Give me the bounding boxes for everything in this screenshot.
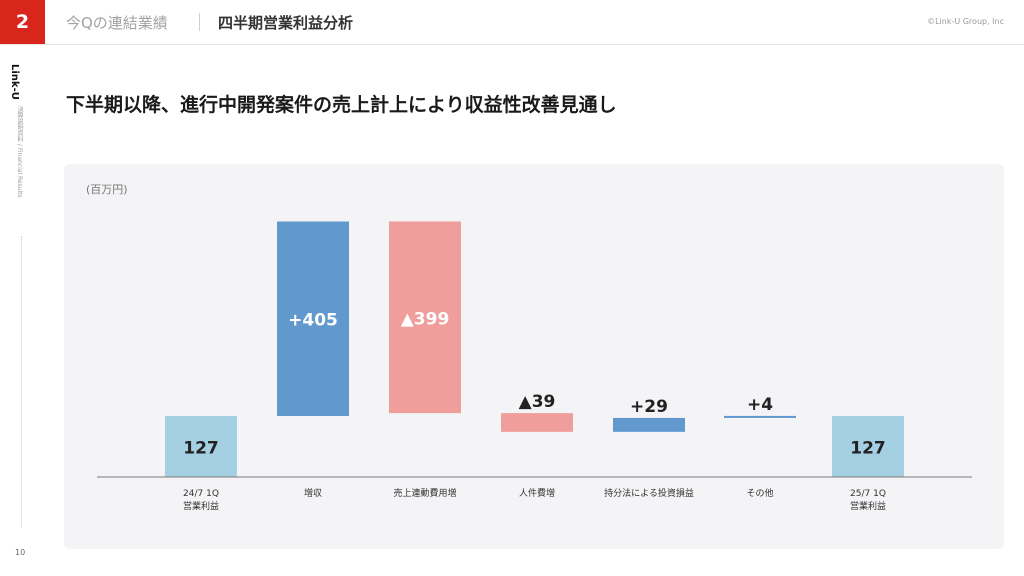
section-title: 今Qの連結業績 [66,14,168,32]
data-label-6: 127 [850,439,886,459]
data-label-0: 127 [183,439,219,459]
slide-headline: 下半期以降、進行中開発案件の売上計上により収益性改善見通し [66,94,617,116]
category-label-1: 増収 [304,487,322,499]
category-label-0: 24/7 1Q 営業利益 [183,489,219,512]
copyright-text: ©Link-U Group, Inc [927,17,1004,26]
page-title: 四半期営業利益分析 [218,14,354,32]
sidebar-subtitle: 決算説明資料 / Financial Results [16,106,23,198]
chart-panel [64,164,1004,549]
bar-2 [389,221,461,414]
bar-6 [832,416,904,477]
category-label-4: 持分法による投資損益 [604,487,694,499]
bar-4 [613,417,685,432]
bar-1 [277,221,349,416]
bar-0 [165,416,237,477]
data-label-3: ▲39 [519,392,556,412]
category-label-5: その他 [746,487,773,499]
header-bar: 2 今Qの連結業績 四半期営業利益分析 ©Link-U Group, Inc [0,0,1024,45]
bar-5 [724,415,796,418]
category-label-6: 25/7 1Q 営業利益 [850,489,886,512]
brand-logo-text: Link-U [9,64,20,100]
header-divider [199,13,200,31]
data-label-4: +29 [630,397,668,417]
data-label-5: +4 [747,395,773,415]
category-label-3: 人件費増 [519,487,555,499]
chart-unit-label: (百万円) [86,183,128,196]
bar-3 [501,413,573,432]
data-label-1: +405 [288,311,338,331]
page-number: 10 [15,548,26,557]
sidebar-divider [21,236,22,528]
data-label-2: ▲399 [401,309,450,329]
category-label-2: 売上連動費用増 [393,487,456,499]
page-badge: 2 [0,0,45,44]
